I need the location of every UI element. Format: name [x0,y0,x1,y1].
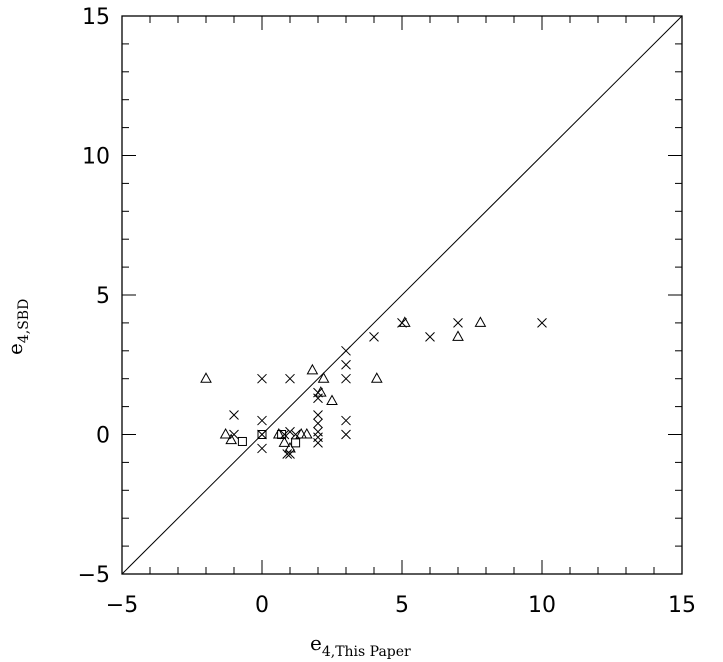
cross-marker [229,429,239,440]
cross-marker [313,426,323,437]
cross-marker [341,429,351,440]
cross-marker [257,373,267,384]
y-tick-label: 10 [82,145,110,170]
triangle-marker [200,372,212,383]
y-tick-label: −5 [78,563,110,588]
triangle-marker [295,427,308,439]
triangle-marker [300,427,313,439]
cross-marker [537,318,547,328]
reference-line [121,15,683,575]
triangle-marker [284,441,296,453]
cross-marker [341,345,351,356]
triangle-marker [225,433,238,445]
square-marker [237,436,247,446]
cross-marker [313,438,323,448]
data-marks [200,316,547,459]
y-axis-label-sub: 4,SBD [16,299,32,343]
cross-marker [229,410,239,420]
cross-marker [341,373,351,384]
cross-marker [285,426,295,437]
triangle-marker [306,363,319,375]
y-axis-label-main: e [3,343,27,355]
cross-marker [282,449,293,459]
cross-marker [257,415,267,426]
cross-marker [285,373,295,384]
x-tick-label: 10 [528,593,556,618]
cross-marker [313,410,323,420]
cross-marker [257,429,267,440]
cross-marker [341,359,351,370]
y-tick-label: 0 [96,424,110,449]
cross-marker [313,432,323,443]
x-tick-label: 0 [255,593,269,618]
triangle-marker [317,372,330,383]
triangle-marker [314,386,327,397]
triangle-marker [452,330,464,341]
axis-ticks [121,15,683,575]
triangle-marker [370,372,383,383]
y-tick-label: 15 [82,5,110,30]
cross-marker [313,393,323,404]
cross-marker [369,331,379,342]
triangle-marker [219,427,232,439]
triangle-marker [278,436,291,447]
square-marker [257,430,267,439]
reference-line-group [121,15,683,575]
x-axis-label-main: e [310,631,322,655]
x-tick-label: 15 [668,593,696,618]
x-axis-label-sub: 4,This Paper [322,644,411,660]
square-marker [291,438,301,448]
cross-marker [285,449,295,459]
triangle-marker [398,316,411,327]
square-marker [277,430,287,439]
cross-marker [313,418,323,429]
x-axis-label: e4,This Paper [310,631,411,660]
triangle-marker [474,316,487,327]
x-tick-label: −5 [106,593,138,618]
cross-marker [341,415,351,426]
cross-marker [425,331,435,342]
tick-labels: −5 0 5 10 15 −5 0 5 10 15 [78,5,696,618]
cross-marker [453,318,463,328]
y-tick-label: 5 [96,284,110,309]
y-axis-label: e4,SBD [3,299,32,355]
x-tick-label: 5 [395,593,409,618]
triangle-marker [326,394,338,406]
cross-marker [257,443,267,454]
